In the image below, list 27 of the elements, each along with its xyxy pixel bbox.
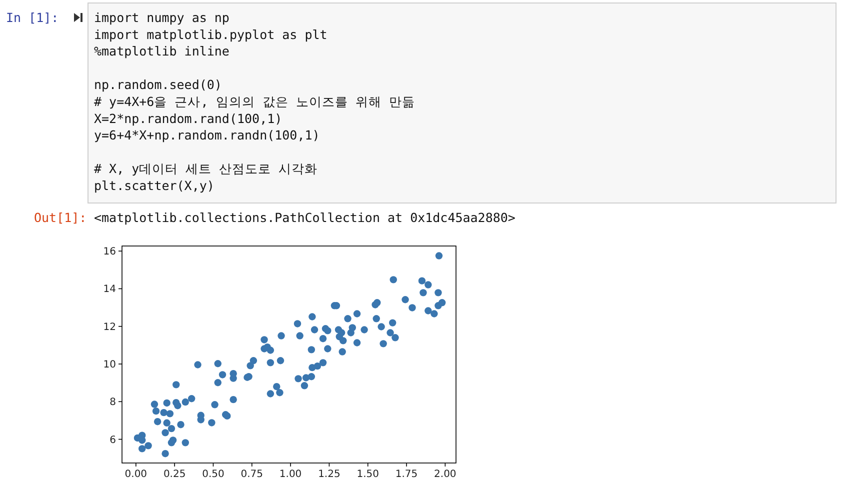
x-tick-label: 1.75 bbox=[395, 469, 418, 480]
x-tick-label: 0.00 bbox=[124, 469, 148, 480]
y-tick-label: 10 bbox=[103, 360, 116, 371]
y-tick-label: 8 bbox=[110, 397, 116, 408]
y-tick-label: 6 bbox=[110, 434, 116, 446]
x-tick-label: 1.25 bbox=[318, 469, 340, 480]
text: X=2*np.random.rand(100,1) bbox=[94, 110, 282, 126]
text: <matplotlib.collections.PathCollection at 0x1dc45aa2880> bbox=[94, 210, 516, 225]
text: import numpy as np bbox=[94, 10, 230, 25]
x-tick-label: 2.00 bbox=[434, 469, 456, 480]
x-tick-label: 1.00 bbox=[279, 469, 302, 480]
text: # y=4X+6을 근사, 임의의 값은 노이즈를 위해 만듦 bbox=[94, 94, 415, 109]
y-tick-label: 12 bbox=[103, 322, 116, 333]
text: y=6+4*X+np.random.randn(100,1) bbox=[94, 128, 320, 143]
x-tick-label: 0.25 bbox=[163, 469, 186, 480]
text: %matplotlib inline bbox=[94, 44, 230, 59]
y-tick-label: 14 bbox=[103, 284, 116, 296]
text: plt.scatter(X,y) bbox=[94, 178, 214, 193]
text: np.random.seed(0) bbox=[94, 77, 222, 92]
text: Out[1]: bbox=[34, 210, 87, 225]
x-tick-label: 0.75 bbox=[240, 469, 264, 480]
y-tick-label: 16 bbox=[103, 246, 116, 258]
x-tick-label: 1.50 bbox=[356, 469, 379, 480]
text: # X, y데이터 세트 산점도로 시각화 bbox=[94, 161, 318, 176]
text: In [1]: bbox=[6, 10, 59, 25]
x-tick-label: 0.50 bbox=[202, 469, 224, 480]
text: import matplotlib.pyplot as plt bbox=[94, 26, 328, 42]
